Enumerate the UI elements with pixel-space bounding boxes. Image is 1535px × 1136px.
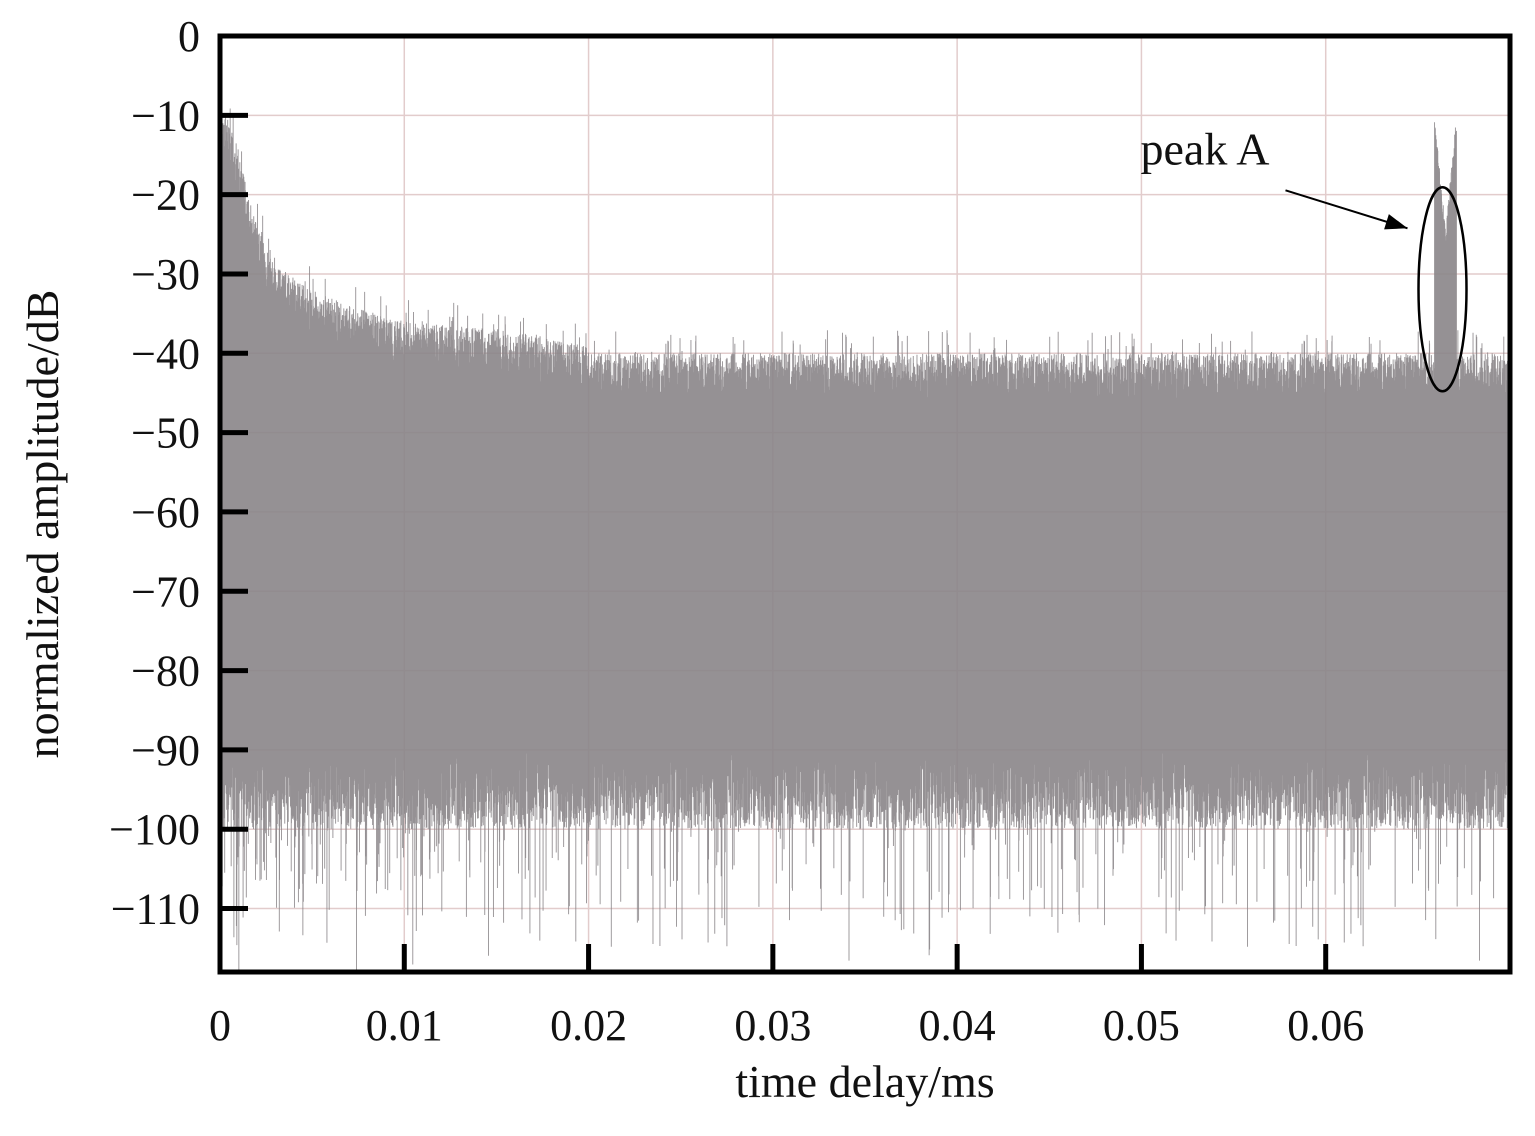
y-tick-label: −50 — [131, 409, 200, 458]
y-tick-label: −110 — [111, 885, 200, 934]
y-tick-label: −10 — [131, 91, 200, 140]
y-tick-label: −20 — [131, 171, 200, 220]
x-tick-label: 0.05 — [1103, 1001, 1180, 1050]
y-tick-label: 0 — [178, 12, 200, 61]
y-tick-label: −70 — [131, 567, 200, 616]
data-layer — [219, 108, 1511, 972]
y-tick-label: −40 — [131, 329, 200, 378]
y-tick-label: −80 — [131, 647, 200, 696]
y-axis-label: normalized amplitude/dB — [17, 290, 68, 759]
annotation-peak-a-label: peak A — [1141, 123, 1270, 174]
tick-layer: 0 0.01 0.02 0.03 0.04 0.05 0.06 0 −10 −20 −30 −40 −5… — [109, 12, 1364, 1050]
series-trace — [219, 108, 1511, 972]
x-tick-label: 0.02 — [550, 1001, 627, 1050]
annotation-arrowhead — [1384, 214, 1408, 230]
annotation-layer: peak A — [1141, 123, 1468, 393]
y-tick-label: −30 — [131, 250, 200, 299]
x-tick-label: 0 — [209, 1001, 231, 1050]
y-tick-label: −100 — [109, 805, 200, 854]
x-tick-label: 0.03 — [734, 1001, 811, 1050]
x-tick-label: 0.06 — [1287, 1001, 1364, 1050]
plot-frame — [217, 33, 1513, 975]
y-tick-label: −90 — [131, 726, 200, 775]
y-tick-label: −60 — [131, 488, 200, 537]
x-axis-label: time delay/ms — [735, 1056, 994, 1107]
annotation-ellipse — [1417, 186, 1468, 393]
x-tick-label: 0.01 — [366, 1001, 443, 1050]
x-tick-label: 0.04 — [919, 1001, 996, 1050]
